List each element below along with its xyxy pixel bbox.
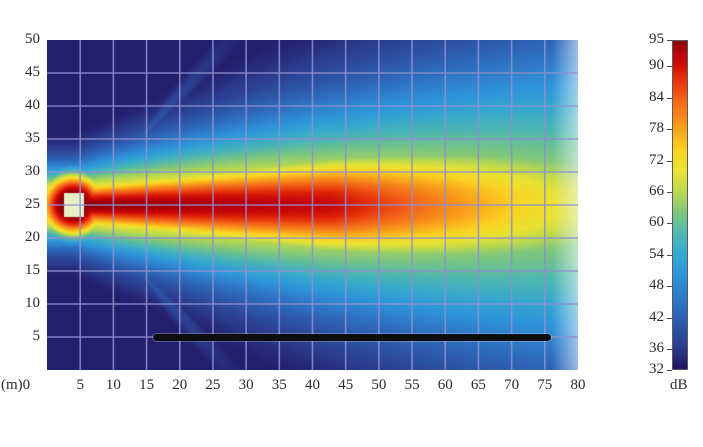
colorbar-tick-84: 84 <box>649 88 664 105</box>
colorbar-tick-72: 72 <box>649 151 664 168</box>
y-axis-tick-5: 5 <box>32 328 41 344</box>
x-axis-tick-30: 30 <box>238 377 254 393</box>
x-axis-tick-35: 35 <box>271 377 287 393</box>
x-axis-tick-60: 60 <box>437 377 453 393</box>
colorbar-tick-95: 95 <box>649 31 664 47</box>
x-axis-tick-55: 55 <box>404 377 420 393</box>
x-axis-tick-70: 70 <box>504 377 520 393</box>
colorbar-tick-mark-60 <box>667 223 672 225</box>
x-axis-tick-65: 65 <box>470 377 486 393</box>
colorbar-tick-mark-54 <box>667 254 672 256</box>
colorbar-tick-mark-36 <box>667 349 672 350</box>
y-axis-tick-20: 20 <box>25 229 40 245</box>
x-axis-tick-20: 20 <box>172 377 188 393</box>
colorbar-tick-mark-48 <box>667 286 672 288</box>
heatmap-field-canvas <box>47 40 578 370</box>
colorbar-tick-48: 48 <box>649 277 664 294</box>
colorbar-tick-mark-78 <box>667 129 672 130</box>
colorbar-unit-label: dB <box>670 377 688 393</box>
colorbar-tick-32: 32 <box>649 361 664 377</box>
colorbar-tick-90: 90 <box>649 57 664 74</box>
x-axis-tick-75: 75 <box>537 377 553 393</box>
x-axis-tick-5: 5 <box>76 377 84 393</box>
colorbar-tick-mark-84 <box>667 97 672 99</box>
x-axis-tick-15: 15 <box>139 377 155 393</box>
y-axis-tick-50: 50 <box>25 31 40 47</box>
y-axis-unit-label: (m)0 <box>1 377 31 393</box>
colorbar-tick-mark-66 <box>667 191 672 193</box>
x-axis-tick-10: 10 <box>105 377 121 393</box>
y-axis-tick-30: 30 <box>25 163 40 179</box>
colorbar-tick-mark-72 <box>667 160 672 162</box>
y-axis-tick-10: 10 <box>25 295 40 311</box>
scale-bar <box>153 333 552 341</box>
colorbar-tick-mark-32 <box>667 370 672 371</box>
colorbar-tick-mark-90 <box>667 66 672 68</box>
colorbar-tick-42: 42 <box>649 308 664 325</box>
colorbar-gradient <box>672 40 688 370</box>
colorbar-tick-66: 66 <box>649 182 664 199</box>
colorbar <box>667 40 688 371</box>
colorbar-tick-mark-95 <box>667 40 672 41</box>
x-axis-tick-25: 25 <box>205 377 221 393</box>
x-axis-tick-45: 45 <box>338 377 354 393</box>
y-axis-tick-25: 25 <box>25 196 40 212</box>
colorbar-tick-mark-42 <box>667 317 672 319</box>
heatmap-plot-area <box>47 40 578 370</box>
colorbar-tick-78: 78 <box>649 120 664 136</box>
colorbar-tick-36: 36 <box>649 340 664 356</box>
y-axis-tick-40: 40 <box>25 97 40 113</box>
colorbar-tick-60: 60 <box>649 214 664 231</box>
y-axis-tick-15: 15 <box>25 262 40 278</box>
y-axis-tick-45: 45 <box>25 64 40 80</box>
y-axis-tick-35: 35 <box>25 130 40 146</box>
x-axis-tick-40: 40 <box>305 377 320 393</box>
colorbar-tick-54: 54 <box>649 245 664 262</box>
x-axis-tick-50: 50 <box>371 377 387 393</box>
x-axis-tick-80: 80 <box>570 377 586 393</box>
